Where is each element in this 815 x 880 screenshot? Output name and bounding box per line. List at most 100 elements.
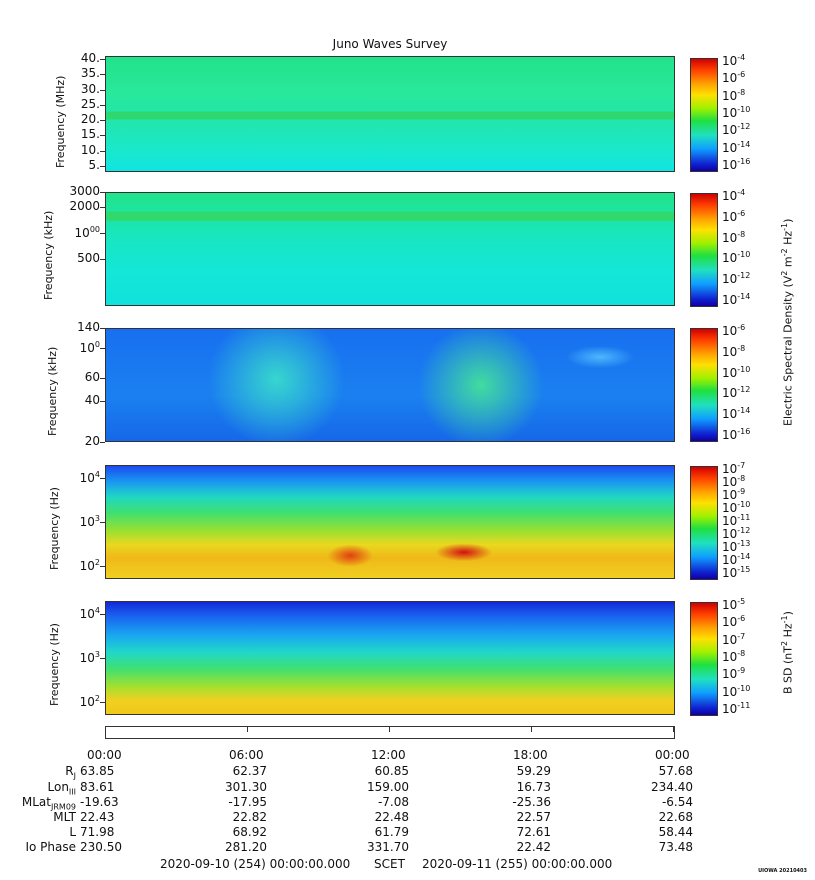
- colorbar-1: [690, 58, 718, 172]
- ephemeris-value: 61.79: [374, 825, 409, 839]
- y-tick-mark: [100, 565, 105, 567]
- ephemeris-value: 62.37: [232, 764, 267, 778]
- colorbar-tick-label: 10-9: [722, 666, 746, 682]
- y-tick-label: 40: [84, 393, 100, 408]
- ephemeris-value: 83.61: [80, 780, 115, 794]
- colorbar-tick-label: 10-4: [722, 188, 746, 203]
- x-tick-label: 06:00: [229, 748, 264, 762]
- y-tick-mark: [100, 522, 105, 523]
- ephemeris-value: 22.82: [232, 810, 267, 824]
- panel-3-ylabel: Frequency (kHz): [46, 346, 59, 436]
- y-tick-label: 3000: [69, 184, 100, 198]
- y-tick-mark: [100, 377, 105, 379]
- colorbar-tick-label: 10-15: [722, 565, 751, 580]
- x-tick-label: 00:00: [655, 748, 690, 762]
- ephemeris-value: -7.08: [377, 795, 409, 809]
- colorbar-tick-label: 10-10: [722, 683, 751, 699]
- y-tick-label: 102: [79, 693, 100, 709]
- ephemeris-value: -17.95: [228, 795, 267, 809]
- y-tick-mark: [100, 401, 105, 403]
- panel-5-ylabel: Frequency (Hz): [48, 623, 61, 706]
- panel-3-spectrogram: [105, 328, 675, 442]
- y-tick-mark: [100, 258, 105, 260]
- colorbar-tick-label: 10-6: [722, 323, 746, 338]
- y-tick-label: 103: [79, 514, 100, 529]
- stamp: UIOWA 20210403: [758, 868, 807, 874]
- ephemeris-value: 68.92: [232, 825, 267, 839]
- y-tick-label: 20.: [80, 112, 100, 127]
- y-tick-mark: [100, 614, 105, 616]
- time-axis: [105, 726, 675, 739]
- colorbar-tick-label: 10-11: [722, 701, 751, 716]
- colorbar-tick-label: 10-16: [722, 427, 751, 442]
- y-tick-label: 102: [79, 557, 100, 573]
- y-tick-label: 25.: [80, 96, 100, 111]
- ephemeris-value: 59.29: [516, 764, 551, 778]
- y-tick-mark: [100, 232, 105, 234]
- colorbar-4: [690, 466, 718, 580]
- y-tick-label: 2000: [69, 199, 100, 214]
- x-tick-mark: [105, 726, 106, 732]
- colorbar-2-label: Electric Spectral Density (V2 m-2 Hz-1): [780, 218, 795, 426]
- y-tick-mark: [100, 701, 105, 703]
- ephemeris-value: 22.43: [80, 810, 115, 824]
- panel-5-spectrogram: [105, 601, 675, 715]
- y-tick-mark: [100, 104, 105, 106]
- colorbar-tick-label: 10-7: [722, 631, 746, 647]
- colorbar-tick-label: 10-10: [722, 105, 751, 120]
- colorbar-tick-label: 10-8: [722, 87, 746, 103]
- ephemeris-value: -19.63: [80, 795, 119, 809]
- colorbar-tick-label: 10-14: [722, 292, 751, 307]
- colorbar-tick-label: 10-12: [722, 526, 751, 541]
- ephemeris-value: 281.20: [225, 840, 267, 854]
- panel-1-spectrogram: [105, 56, 675, 172]
- colorbar-tick-label: 10-6: [722, 70, 746, 86]
- ephem-label-rj: RJ: [65, 764, 76, 781]
- ephemeris-value: 63.85: [80, 764, 115, 778]
- colorbar-tick-label: 10-16: [722, 157, 751, 172]
- panel-2-spectrogram: [105, 192, 675, 306]
- y-tick-label: 100: [79, 339, 100, 355]
- x-tick-mark: [389, 726, 390, 732]
- y-tick-label: 1000: [74, 224, 100, 240]
- colorbar-tick-label: 10-10: [722, 500, 751, 515]
- y-tick-label: 104: [79, 470, 100, 486]
- y-tick-label: 15.: [80, 127, 100, 142]
- ephemeris-value: 16.73: [516, 780, 551, 794]
- colorbar-tick-label: 10-8: [722, 229, 746, 245]
- colorbar-tick-label: 10-10: [722, 364, 751, 380]
- chart-title: Juno Waves Survey: [332, 37, 448, 51]
- colorbar-tick-label: 10-10: [722, 250, 751, 266]
- colorbar-5: [690, 602, 718, 716]
- ephemeris-value: 22.57: [516, 810, 551, 824]
- y-tick-label: 10.: [80, 142, 100, 157]
- y-tick-label: 60: [84, 369, 100, 384]
- colorbar-tick-label: 10-12: [722, 271, 751, 287]
- y-tick-mark: [100, 328, 105, 329]
- footer-scet: SCET: [374, 857, 405, 871]
- colorbar-3: [690, 328, 718, 442]
- y-tick-mark: [100, 478, 105, 480]
- ephemeris-value: -25.36: [512, 795, 551, 809]
- y-tick-mark: [100, 150, 105, 152]
- y-tick-label: 40.: [80, 51, 100, 66]
- ephem-label-l: L: [69, 825, 76, 839]
- colorbar-5-label: B SD (nT2 Hz-1): [780, 611, 795, 694]
- colorbar-tick-label: 10-8: [722, 343, 746, 359]
- y-tick-mark: [100, 59, 105, 61]
- x-tick-mark: [673, 726, 674, 732]
- colorbar-2: [690, 193, 718, 307]
- colorbar-tick-label: 10-7: [722, 461, 746, 476]
- y-tick-label: 5.: [88, 157, 100, 172]
- ephem-label-io-phase: Io Phase: [25, 840, 76, 854]
- colorbar-tick-label: 10-14: [722, 552, 751, 567]
- ephem-label-mlat: MLatJRM09: [21, 795, 76, 812]
- ephem-label-mlt: MLT: [53, 810, 76, 824]
- y-tick-label: 104: [79, 606, 100, 622]
- y-tick-mark: [100, 135, 105, 137]
- y-tick-mark: [100, 442, 105, 443]
- ephemeris-value: 22.48: [374, 810, 409, 824]
- panel-2-ylabel: Frequency (kHz): [42, 210, 55, 300]
- colorbar-tick-label: 10-5: [722, 597, 746, 612]
- ephemeris-value: 60.85: [374, 764, 409, 778]
